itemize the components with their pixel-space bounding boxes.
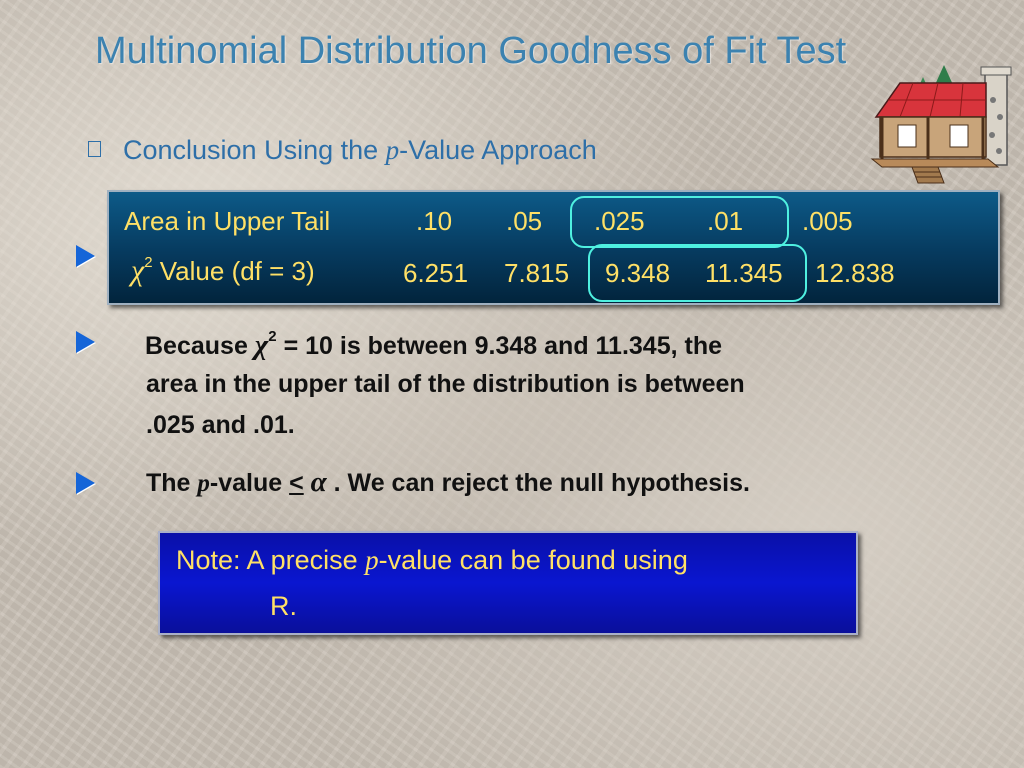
highlight-box-values — [588, 244, 807, 302]
critical-value-table: Area in Upper Tail .10 .05 .025 .01 .005… — [107, 190, 1000, 305]
chi-value-cell: 6.251 — [403, 258, 469, 288]
blue-triangle-arrow-icon — [76, 331, 95, 353]
chi-value-cell: 12.838 — [815, 258, 895, 288]
subheading: Conclusion Using the p-Value Approach — [88, 135, 597, 166]
chi-value-cell: 11.345 — [705, 258, 783, 288]
highlight-box-areas — [570, 196, 789, 248]
bullet-2: The p-value < α . We can reject the null… — [146, 466, 750, 498]
area-cell: .01 — [707, 206, 744, 236]
blue-triangle-arrow-icon — [76, 472, 95, 494]
bullet-1-line-1: Because χ2 = 10 is between 9.348 and 11.… — [145, 328, 723, 361]
area-cell: .005 — [802, 206, 853, 236]
chi-value-cell: 9.348 — [605, 258, 671, 288]
area-cell: .10 — [416, 206, 453, 236]
row1-label: Area in Upper Tail — [124, 206, 331, 236]
note-line-2: R. — [270, 591, 297, 621]
chi-value-cell: 7.815 — [504, 258, 570, 288]
bullet-1-line-2: area in the upper tail of the distributi… — [146, 370, 745, 398]
cabin-clipart-icon — [870, 65, 1012, 184]
bullet-1-line-3: .025 and .01. — [146, 411, 295, 439]
blue-triangle-arrow-icon — [76, 245, 95, 267]
area-cell: .05 — [506, 206, 543, 236]
note-box: Note: A precise p-value can be found usi… — [158, 531, 858, 635]
row2-label: χ2 Value (df = 3) — [131, 254, 315, 287]
area-cell: .025 — [594, 206, 645, 236]
note-line-1: Note: A precise p-value can be found usi… — [176, 545, 688, 575]
slide-title: Multinomial Distribution Goodness of Fit… — [95, 30, 847, 72]
square-bullet-icon — [88, 141, 101, 157]
